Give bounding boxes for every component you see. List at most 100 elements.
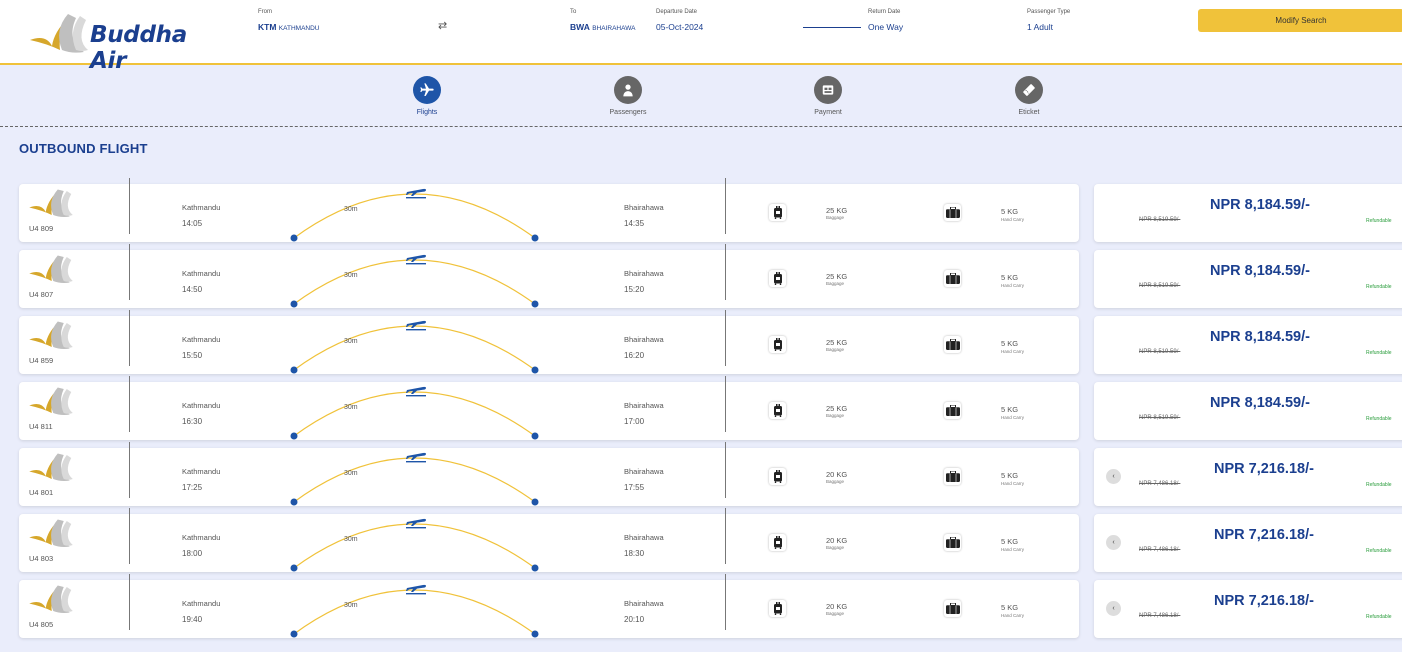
chevron-left-icon[interactable]: ‹: [1106, 601, 1121, 616]
fare-price[interactable]: NPR 7,216.18/-: [1214, 461, 1314, 477]
divider: [129, 376, 130, 432]
plane-icon: [405, 315, 427, 336]
chevron-left-icon[interactable]: ‹: [1106, 469, 1121, 484]
luggage-icon: [769, 600, 786, 617]
flight-row[interactable]: U4 811 Kathmandu 16:30 30m Bhairahawa 17:00 25…: [19, 376, 1079, 440]
hand-carry-label: Hand Carry: [1001, 349, 1025, 354]
fare-card[interactable]: ‹ NPR 7,216.18/- NPR 7,486.18/- Refundable: [1094, 514, 1402, 572]
divider: [725, 574, 726, 630]
buddha-air-logo[interactable]: Buddha Air: [28, 10, 228, 74]
baggage-allowance: 25 KG: [826, 272, 848, 281]
hand-carry-allowance: 5 KG: [1001, 273, 1019, 282]
step-label: Passengers: [609, 109, 647, 116]
airline-logo-icon: [27, 320, 75, 350]
flight-code: U4 809: [29, 224, 54, 233]
arrival-time: 16:20: [624, 351, 645, 360]
arrival-time: 17:00: [624, 417, 645, 426]
arrival-time: 17:55: [624, 483, 645, 492]
step-passengers[interactable]: Passengers: [588, 76, 668, 116]
divider: [129, 244, 130, 300]
luggage-icon: [769, 402, 786, 419]
baggage-allowance: 25 KG: [826, 404, 848, 413]
origin-city: Kathmandu: [182, 401, 221, 410]
hand-carry-allowance: 5 KG: [1001, 207, 1019, 216]
flight-row[interactable]: U4 807 Kathmandu 14:50 30m Bhairahawa 15:20 25…: [19, 244, 1079, 308]
hand-carry-allowance: 5 KG: [1001, 603, 1019, 612]
fare-card[interactable]: ‹ NPR 7,216.18/- NPR 7,486.18/- Refundable: [1094, 448, 1402, 506]
fare-card[interactable]: NPR 8,184.59/- NPR 8,519.59/- Refundable: [1094, 184, 1402, 242]
baggage-label: Baggage: [826, 479, 845, 484]
fare-card[interactable]: ‹ NPR 7,216.18/- NPR 7,486.18/- Refundable: [1094, 580, 1402, 638]
divider: [129, 178, 130, 234]
flight-code: U4 801: [29, 488, 54, 497]
briefcase-icon: [944, 336, 961, 353]
flight-row[interactable]: U4 859 Kathmandu 15:50 30m Bhairahawa 16:20 25…: [19, 310, 1079, 374]
destination-city: Bhairahawa: [624, 533, 664, 542]
step-flights[interactable]: Flights: [387, 76, 467, 116]
modify-search-button[interactable]: Modify Search: [1198, 9, 1402, 32]
baggage-allowance: 20 KG: [826, 536, 848, 545]
fare-card[interactable]: NPR 8,184.59/- NPR 8,519.59/- Refundable: [1094, 316, 1402, 374]
to-label: To: [570, 9, 577, 15]
airline-logo-icon: [27, 584, 75, 614]
briefcase-icon: [944, 204, 961, 221]
chevron-left-icon[interactable]: ‹: [1106, 535, 1121, 550]
departure-value[interactable]: 05-Oct-2024: [656, 22, 704, 32]
flight-duration: 30m: [344, 404, 358, 411]
baggage-allowance: 25 KG: [826, 206, 848, 215]
luggage-icon: [769, 336, 786, 353]
passenger-value[interactable]: 1 Adult: [1027, 22, 1053, 32]
refundable-badge: Refundable: [1366, 548, 1392, 554]
from-value[interactable]: KTM KATHMANDU: [258, 22, 319, 32]
departure-time: 19:40: [182, 615, 203, 624]
fare-price[interactable]: NPR 7,216.18/-: [1214, 593, 1314, 609]
hand-carry-label: Hand Carry: [1001, 217, 1025, 222]
fare-price[interactable]: NPR 8,184.59/-: [1210, 395, 1310, 411]
flight-row[interactable]: U4 803 Kathmandu 18:00 30m Bhairahawa 18:30 20…: [19, 508, 1079, 572]
hand-carry-allowance: 5 KG: [1001, 471, 1019, 480]
flight-row[interactable]: U4 801 Kathmandu 17:25 30m Bhairahawa 17:55 20…: [19, 442, 1079, 506]
fare-price[interactable]: NPR 8,184.59/-: [1210, 197, 1310, 213]
to-city: BHAIRAHAWA: [592, 25, 636, 32]
flight-code: U4 803: [29, 554, 54, 563]
fare-card[interactable]: NPR 8,184.59/- NPR 8,519.59/- Refundable: [1094, 382, 1402, 440]
fare-price[interactable]: NPR 8,184.59/-: [1210, 263, 1310, 279]
fare-price[interactable]: NPR 8,184.59/-: [1210, 329, 1310, 345]
flight-row[interactable]: U4 809 Kathmandu 14:05 30m Bhairahawa 14:35 25…: [19, 178, 1079, 242]
to-code: BWA: [570, 22, 590, 32]
fare-price[interactable]: NPR 7,216.18/-: [1214, 527, 1314, 543]
airline-logo-icon: [27, 518, 75, 548]
plane-icon: [405, 249, 427, 270]
flight-duration: 30m: [344, 602, 358, 609]
destination-city: Bhairahawa: [624, 203, 664, 212]
return-value[interactable]: One Way: [868, 22, 904, 32]
airline-logo-icon: [27, 386, 75, 416]
to-value[interactable]: BWA BHAIRAHAWA: [570, 22, 635, 32]
step-payment[interactable]: Payment: [788, 76, 868, 116]
divider: [725, 244, 726, 300]
departure-time: 18:00: [182, 549, 203, 558]
divider: [129, 508, 130, 564]
from-city: KATHMANDU: [278, 25, 320, 32]
hand-carry-label: Hand Carry: [1001, 547, 1025, 552]
flight-code: U4 805: [29, 620, 54, 629]
airline-logo-icon: [27, 254, 75, 284]
bird-logo-icon: [30, 14, 88, 53]
plane-icon: [413, 76, 441, 104]
ticket-icon: [1015, 76, 1043, 104]
original-price: NPR 7,486.18/-: [1139, 613, 1181, 619]
baggage-label: Baggage: [826, 215, 845, 220]
departure-time: 14:50: [182, 285, 203, 294]
step-eticket[interactable]: Eticket: [989, 76, 1069, 116]
baggage-allowance: 25 KG: [826, 338, 848, 347]
departure-time: 17:25: [182, 483, 203, 492]
baggage-label: Baggage: [826, 347, 845, 352]
original-price: NPR 8,519.59/-: [1139, 283, 1181, 289]
fare-card[interactable]: NPR 8,184.59/- NPR 8,519.59/- Refundable: [1094, 250, 1402, 308]
departure-time: 16:30: [182, 417, 203, 426]
flight-row[interactable]: U4 805 Kathmandu 19:40 30m Bhairahawa 20:10 20…: [19, 574, 1079, 638]
swap-icon[interactable]: ⇄: [438, 20, 448, 32]
divider: [129, 442, 130, 498]
header: Buddha Air From KTM KATHMANDU ⇄ To BWA B…: [0, 0, 1402, 74]
original-price: NPR 8,519.59/-: [1139, 217, 1181, 223]
